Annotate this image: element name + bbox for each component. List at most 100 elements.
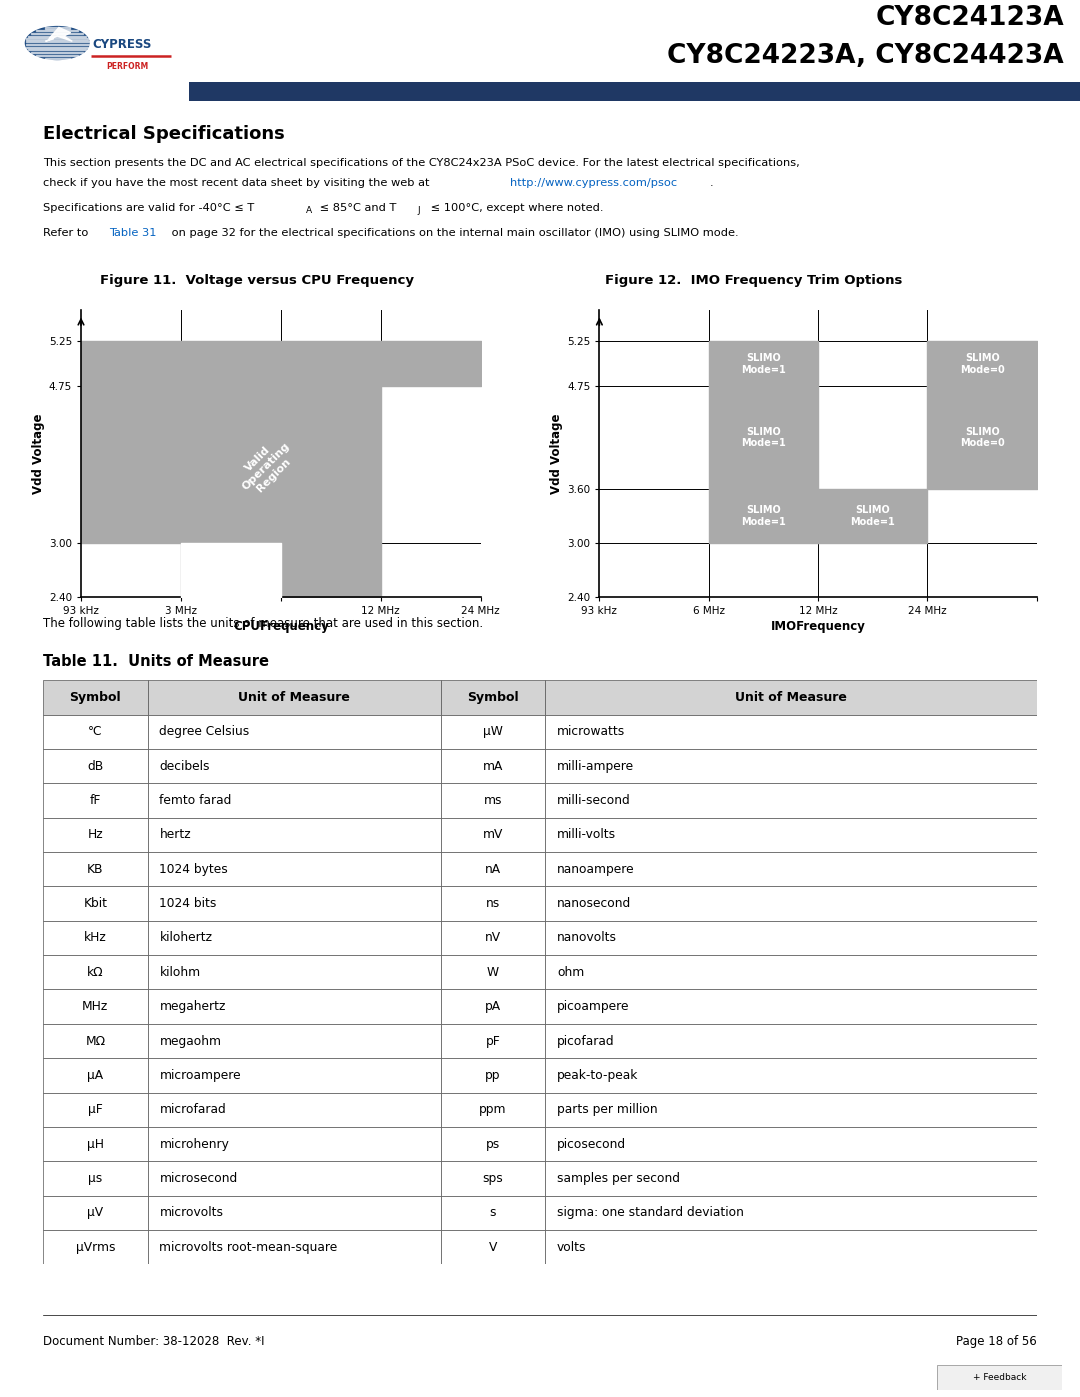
Text: milli-volts: milli-volts	[557, 828, 616, 841]
Bar	[43, 817, 148, 852]
X-axis label: IMOFrequency: IMOFrequency	[771, 620, 865, 633]
Bar	[441, 887, 545, 921]
Bar	[148, 749, 441, 784]
Bar	[441, 956, 545, 989]
Text: Document Number: 38-12028  Rev. *I: Document Number: 38-12028 Rev. *I	[43, 1334, 265, 1348]
Bar	[441, 1092, 545, 1127]
Polygon shape	[45, 28, 72, 42]
Text: J: J	[418, 207, 420, 215]
Text: MHz: MHz	[82, 1000, 108, 1013]
Text: dB: dB	[87, 760, 104, 773]
Bar	[43, 887, 148, 921]
Bar	[148, 1161, 441, 1196]
Bar	[441, 1127, 545, 1161]
Bar	[441, 1024, 545, 1058]
Bar	[43, 749, 148, 784]
Text: Unit of Measure: Unit of Measure	[735, 692, 847, 704]
Text: Table 31: Table 31	[109, 228, 157, 239]
Text: PERFORM: PERFORM	[107, 61, 149, 71]
Text: pA: pA	[485, 1000, 501, 1013]
Bar	[43, 1229, 148, 1264]
Bar	[148, 921, 441, 956]
Text: μF: μF	[87, 1104, 103, 1116]
Text: μH: μH	[86, 1137, 104, 1151]
Text: 1024 bytes: 1024 bytes	[160, 863, 228, 876]
Bar	[148, 1092, 441, 1127]
Text: nA: nA	[485, 863, 501, 876]
Bar	[43, 921, 148, 956]
Text: microvolts: microvolts	[160, 1206, 224, 1220]
Y-axis label: Vdd Voltage: Vdd Voltage	[550, 414, 563, 493]
Text: pF: pF	[485, 1035, 500, 1048]
Text: °C: °C	[89, 725, 103, 739]
Text: Table 11.  Units of Measure: Table 11. Units of Measure	[43, 654, 269, 669]
Bar	[441, 852, 545, 887]
Text: microvolts root-mean-square: microvolts root-mean-square	[160, 1241, 338, 1253]
Text: mV: mV	[483, 828, 503, 841]
Text: degree Celsius: degree Celsius	[160, 725, 249, 739]
Text: ps: ps	[486, 1137, 500, 1151]
Text: Symbol: Symbol	[467, 692, 518, 704]
Bar	[441, 817, 545, 852]
Text: μV: μV	[87, 1206, 104, 1220]
Text: microhenry: microhenry	[160, 1137, 229, 1151]
Bar	[441, 1058, 545, 1092]
Text: nanovolts: nanovolts	[557, 932, 617, 944]
Bar	[148, 1229, 441, 1264]
Text: microampere: microampere	[160, 1069, 241, 1081]
Bar	[148, 887, 441, 921]
Bar	[545, 989, 1037, 1024]
Text: μA: μA	[87, 1069, 104, 1081]
Text: picofarad: picofarad	[557, 1035, 615, 1048]
Text: microwatts: microwatts	[557, 725, 625, 739]
Text: Figure 11.  Voltage versus CPU Frequency: Figure 11. Voltage versus CPU Frequency	[99, 274, 414, 288]
Text: megahertz: megahertz	[160, 1000, 226, 1013]
Text: femto farad: femto farad	[160, 793, 232, 807]
Text: hertz: hertz	[160, 828, 191, 841]
Text: ≤ 100°C, except where noted.: ≤ 100°C, except where noted.	[427, 203, 604, 214]
Text: peak-to-peak: peak-to-peak	[557, 1069, 638, 1081]
Text: SLIMO
Mode=0: SLIMO Mode=0	[960, 353, 1004, 374]
Text: volts: volts	[557, 1241, 586, 1253]
Text: picoampere: picoampere	[557, 1000, 630, 1013]
Bar	[441, 749, 545, 784]
Bar	[441, 784, 545, 817]
Bar	[43, 715, 148, 749]
Bar	[43, 1058, 148, 1092]
Bar	[545, 749, 1037, 784]
Text: ohm: ohm	[557, 965, 584, 979]
Text: Figure 12.  IMO Frequency Trim Options: Figure 12. IMO Frequency Trim Options	[605, 274, 902, 288]
Bar	[545, 680, 1037, 715]
X-axis label: CPUFrequency: CPUFrequency	[233, 620, 328, 633]
Text: s: s	[489, 1206, 496, 1220]
Bar	[43, 680, 148, 715]
Text: μs: μs	[89, 1172, 103, 1185]
Bar	[148, 956, 441, 989]
Bar	[545, 887, 1037, 921]
Text: Unit of Measure: Unit of Measure	[239, 692, 350, 704]
Bar	[441, 680, 545, 715]
Text: Refer to: Refer to	[43, 228, 92, 239]
Text: A: A	[306, 207, 312, 215]
Text: V: V	[488, 1241, 497, 1253]
Text: milli-ampere: milli-ampere	[557, 760, 634, 773]
Bar	[441, 1196, 545, 1229]
Text: The following table lists the units of measure that are used in this section.: The following table lists the units of m…	[43, 617, 484, 630]
Text: kilohm: kilohm	[160, 965, 201, 979]
Text: .: .	[710, 177, 714, 189]
Text: picosecond: picosecond	[557, 1137, 626, 1151]
Bar	[148, 784, 441, 817]
Bar	[441, 715, 545, 749]
Text: W: W	[487, 965, 499, 979]
Text: ≤ 85°C and T: ≤ 85°C and T	[316, 203, 396, 214]
Text: microsecond: microsecond	[160, 1172, 238, 1185]
Bar	[148, 680, 441, 715]
Text: SLIMO
Mode=1: SLIMO Mode=1	[850, 506, 895, 527]
Text: Electrical Specifications: Electrical Specifications	[43, 126, 285, 144]
Text: CY8C24223A, CY8C24423A: CY8C24223A, CY8C24423A	[667, 43, 1064, 70]
Text: Valid
Operating
Region: Valid Operating Region	[232, 433, 299, 500]
Bar	[545, 852, 1037, 887]
Text: SLIMO
Mode=1: SLIMO Mode=1	[741, 353, 786, 374]
Bar	[43, 1161, 148, 1196]
Text: Kbit: Kbit	[83, 897, 107, 909]
